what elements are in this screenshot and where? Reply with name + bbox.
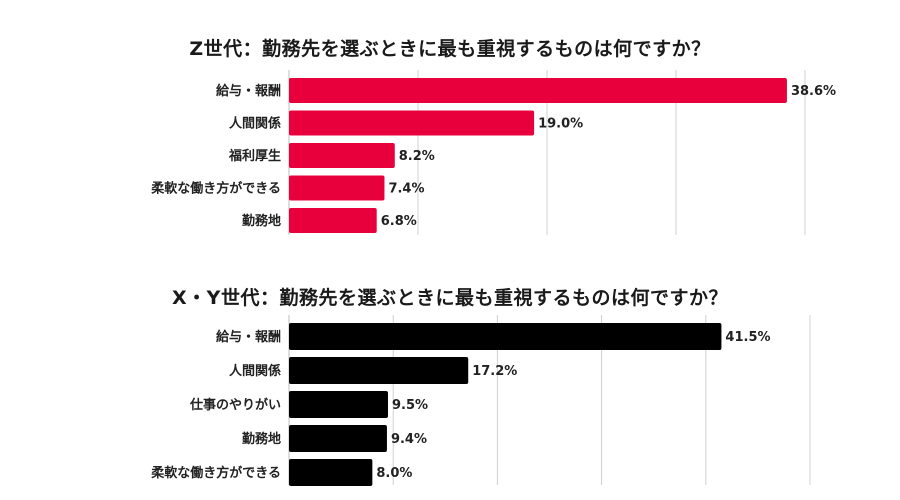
value-label: 9.5%	[392, 398, 428, 413]
value-label: 41.5%	[725, 330, 770, 345]
bar	[289, 78, 787, 103]
category-label: 人間関係	[229, 363, 281, 379]
value-label: 17.2%	[472, 364, 517, 379]
category-label: 勤務地	[242, 431, 281, 447]
value-label: 8.2%	[399, 149, 435, 164]
bar-chart-z-generation: 給与・報酬 38.6% 人間関係 19.0% 福利厚生 8.2% 柔軟な働き方ができる 7.4…	[150, 70, 836, 235]
chart-title-xy-generation: X・Y世代：勤務先を選ぶときに最も重視するものは何ですか？	[172, 287, 728, 309]
category-label: 勤務地	[242, 213, 281, 229]
bar-chart-xy-generation: 給与・報酬 41.5% 人間関係 17.2% 仕事のやりがい 9.5% 勤務地 9.4% 柔軟な…	[150, 315, 811, 486]
bar	[289, 391, 388, 418]
bar	[289, 357, 469, 384]
value-label: 9.4%	[391, 432, 427, 447]
bar	[289, 459, 373, 486]
value-label: 6.8%	[381, 214, 417, 229]
bar	[289, 143, 395, 168]
bar	[289, 110, 535, 136]
chart-title-z-generation: Z世代：勤務先を選ぶときに最も重視するものは何ですか？	[189, 38, 711, 60]
category-label: 福利厚生	[228, 148, 281, 164]
category-label: 人間関係	[229, 116, 281, 132]
category-label: 仕事のやりがい	[189, 397, 281, 413]
category-label: 柔軟な働き方ができる	[150, 181, 281, 197]
value-label: 7.4%	[388, 182, 424, 197]
bar	[289, 175, 385, 201]
category-label: 給与・報酬	[216, 329, 281, 345]
bar	[289, 323, 722, 350]
category-label: 給与・報酬	[216, 83, 281, 99]
category-label: 柔軟な働き方ができる	[150, 465, 281, 481]
bar	[289, 208, 377, 233]
value-label: 38.6%	[791, 84, 836, 99]
value-label: 19.0%	[538, 117, 583, 132]
bar	[289, 425, 387, 452]
value-label: 8.0%	[376, 466, 412, 481]
